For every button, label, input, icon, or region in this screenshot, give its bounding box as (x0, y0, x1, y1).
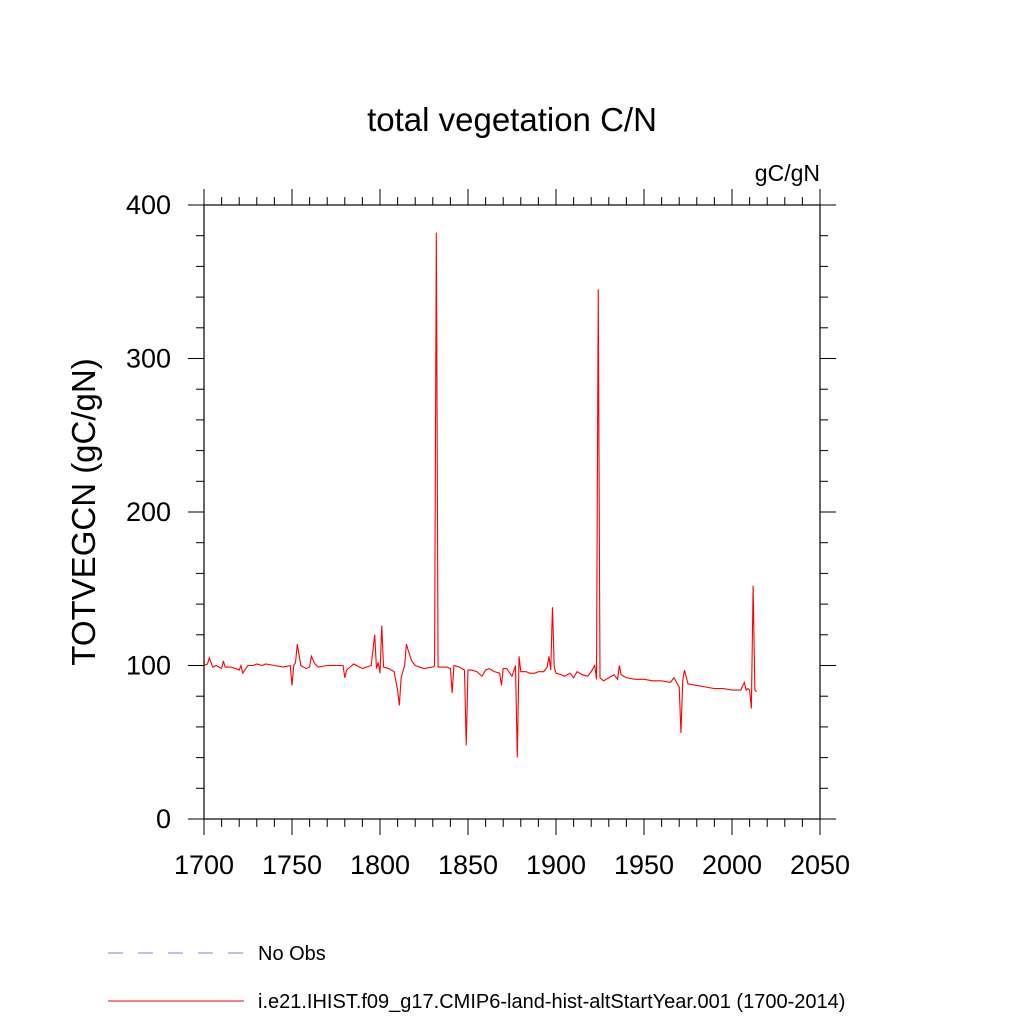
y-tick-label: 100 (126, 651, 171, 681)
x-tick-label: 2050 (790, 850, 850, 880)
units-label: gC/gN (755, 160, 820, 186)
x-tick-label: 1850 (438, 850, 498, 880)
y-tick-label: 400 (126, 190, 171, 220)
y-axis-label: TOTVEGCN (gC/gN) (65, 358, 102, 665)
axis-tick-labels: 1700 1750 1800 1850 1900 1950 2000 2050 0 100 200 3… (126, 190, 850, 880)
x-tick-label: 2000 (702, 850, 762, 880)
series-layer (203, 232, 758, 758)
x-tick-label: 1900 (526, 850, 586, 880)
y-tick-label: 300 (126, 344, 171, 374)
legend-label-0: i.e21.IHIST.f09_g17.CMIP6-land-hist-altS… (258, 991, 845, 1013)
y-tick-label: 200 (126, 497, 171, 527)
x-tick-label: 1700 (174, 850, 234, 880)
plot-frame (203, 204, 821, 820)
legend: No Obs i.e21.IHIST.f09_g17.CMIP6-land-his… (108, 943, 845, 1013)
series-line-0 (203, 232, 758, 758)
x-tick-label: 1950 (614, 850, 674, 880)
axis-ticks (188, 189, 836, 835)
x-tick-label: 1750 (262, 850, 322, 880)
x-tick-label: 1800 (350, 850, 410, 880)
legend-label-1: No Obs (258, 943, 326, 965)
chart-title: total vegetation C/N (367, 101, 657, 138)
y-tick-label: 0 (156, 804, 171, 834)
